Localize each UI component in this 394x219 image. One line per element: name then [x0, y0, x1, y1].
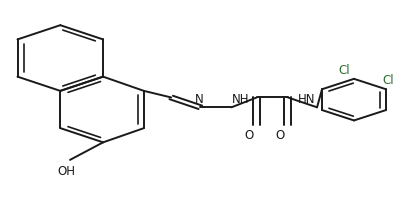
Text: NH: NH — [231, 93, 249, 106]
Text: Cl: Cl — [338, 64, 350, 77]
Text: HN: HN — [297, 93, 315, 106]
Text: O: O — [275, 129, 285, 142]
Text: N: N — [195, 93, 204, 106]
Text: OH: OH — [57, 165, 75, 178]
Text: O: O — [244, 129, 254, 142]
Text: Cl: Cl — [382, 74, 394, 87]
